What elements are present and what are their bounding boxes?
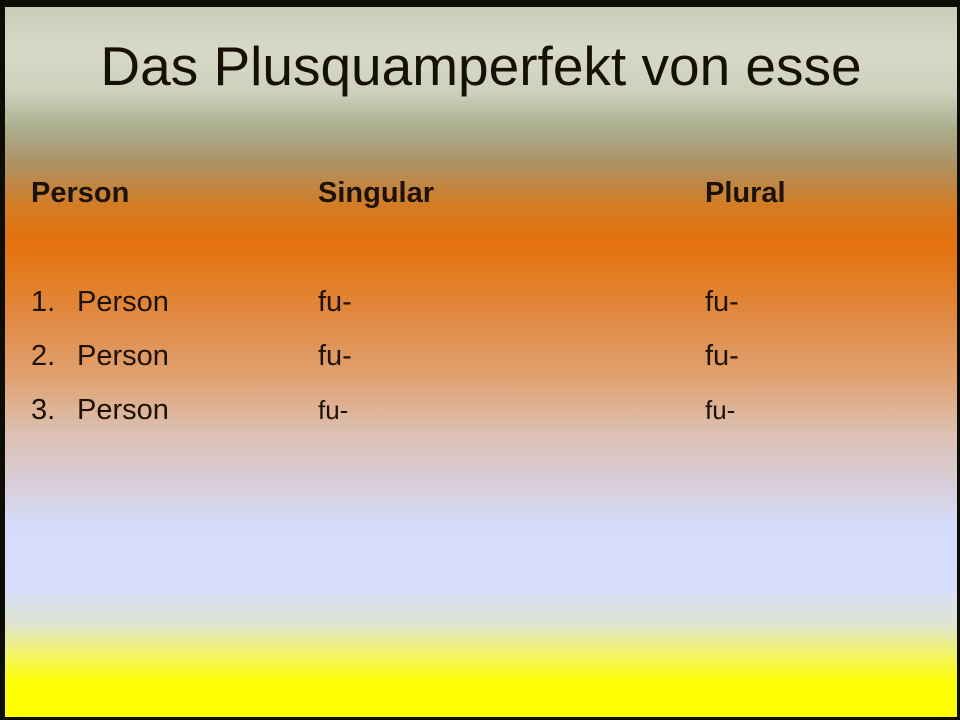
table-header-row: Person Singular Plural: [31, 176, 947, 210]
column-header-person: Person: [31, 177, 130, 209]
column-header-plural: Plural: [705, 177, 786, 209]
person-cell: 1. Person: [31, 285, 318, 319]
plural-cell: fu-: [705, 286, 739, 318]
row-number: 2.: [31, 340, 56, 372]
table-row: 3. Person fu- fu-: [31, 393, 947, 427]
slide-title: Das Plusquamperfekt von esse: [100, 35, 862, 97]
slide-background: Das Plusquamperfekt von esse Person Sing…: [5, 7, 957, 717]
singular-cell: fu-: [318, 340, 352, 372]
person-cell: 2. Person: [31, 339, 318, 373]
plural-cell: fu-: [705, 340, 739, 372]
person-label: Person: [77, 286, 169, 318]
row-number: 1.: [31, 286, 56, 318]
table-row: 2. Person fu- fu-: [31, 339, 947, 373]
singular-cell: fu-: [318, 286, 352, 318]
person-label: Person: [77, 394, 169, 426]
singular-cell: fu-: [318, 395, 349, 425]
person-cell: 3. Person: [31, 393, 318, 427]
table-row: 1. Person fu- fu-: [31, 285, 947, 319]
row-number: 3.: [31, 394, 56, 426]
person-label: Person: [77, 340, 169, 372]
plural-cell: fu-: [705, 395, 736, 425]
column-header-singular: Singular: [318, 177, 435, 209]
